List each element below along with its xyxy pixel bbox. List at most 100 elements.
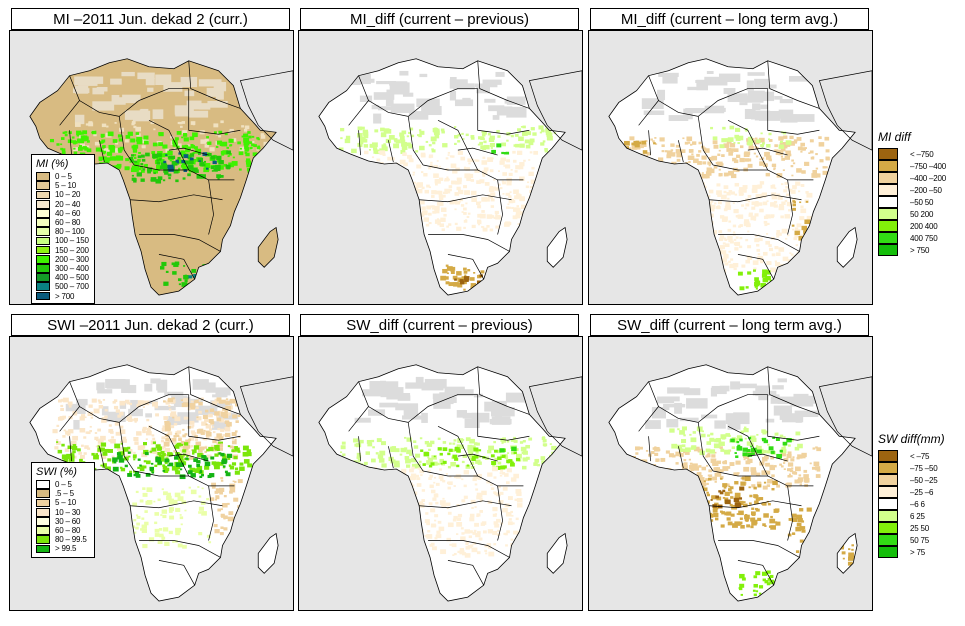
data-pixel (733, 238, 737, 241)
data-pixel (247, 463, 253, 468)
data-pixel (711, 454, 716, 458)
data-pixel (697, 448, 703, 453)
data-pixel (237, 479, 243, 484)
data-pixel (142, 492, 148, 497)
data-pixel (724, 243, 730, 247)
data-pixel (774, 260, 777, 263)
country-border (188, 60, 241, 109)
data-pixel (251, 141, 255, 144)
data-pixel (180, 440, 185, 445)
data-pixel (433, 493, 439, 498)
data-pixel (492, 464, 496, 467)
data-pixel (697, 243, 704, 248)
data-pixel (172, 271, 177, 275)
data-pixel (256, 148, 259, 151)
data-pixel (406, 460, 409, 463)
no-data-patch (662, 75, 678, 84)
data-pixel (711, 155, 718, 161)
data-pixel (133, 154, 137, 157)
country-border (130, 500, 223, 509)
data-pixel (709, 237, 714, 242)
data-pixel (718, 490, 722, 493)
legend-label: –75 –50 (910, 463, 938, 473)
data-pixel (525, 205, 531, 209)
data-pixel (399, 159, 406, 165)
data-pixel (55, 439, 59, 441)
data-pixel (466, 215, 470, 218)
data-pixel (641, 171, 645, 174)
data-pixel (246, 168, 251, 171)
data-pixel (689, 143, 693, 146)
data-pixel (400, 205, 405, 208)
legend-label: 5 – 10 (55, 498, 77, 508)
data-pixel (482, 227, 488, 232)
no-data-patch (754, 78, 770, 89)
data-pixel (190, 121, 196, 125)
data-pixel (179, 474, 186, 480)
data-pixel (431, 149, 436, 153)
data-pixel (787, 444, 791, 447)
data-pixel (749, 494, 753, 498)
data-pixel (431, 455, 437, 460)
legend-label: –6 6 (910, 499, 925, 509)
data-pixel (768, 525, 772, 528)
data-pixel (200, 139, 207, 144)
data-pixel (168, 177, 171, 180)
data-pixel (764, 151, 770, 157)
data-pixel (528, 437, 533, 441)
data-pixel (751, 188, 758, 194)
data-pixel (774, 144, 778, 148)
data-pixel (434, 219, 441, 224)
data-pixel (462, 280, 467, 285)
no-data-patch (424, 378, 447, 389)
data-pixel (470, 190, 477, 196)
data-pixel (745, 286, 749, 289)
data-pixel (448, 481, 453, 485)
data-pixel (796, 560, 801, 564)
data-pixel (774, 262, 781, 267)
data-pixel (708, 469, 713, 473)
data-pixel (661, 469, 666, 474)
data-pixel (693, 158, 699, 164)
data-pixel (172, 540, 175, 543)
data-pixel (220, 399, 226, 404)
country-border (158, 560, 195, 586)
data-pixel (503, 151, 507, 155)
data-pixel (692, 197, 698, 202)
data-pixel (722, 496, 726, 499)
data-pixel (736, 503, 741, 507)
data-pixel (197, 448, 203, 453)
data-pixel (125, 158, 129, 162)
data-pixel (486, 543, 492, 547)
data-pixel (513, 439, 518, 443)
country-border (148, 120, 235, 181)
no-data-patch (657, 89, 666, 101)
data-pixel (156, 159, 159, 162)
data-pixel (491, 157, 494, 160)
data-pixel (199, 471, 203, 474)
data-pixel (79, 427, 86, 433)
data-pixel (190, 405, 196, 410)
data-pixel (722, 126, 726, 130)
data-pixel (454, 446, 459, 450)
legend-item: 0 – 5 (36, 480, 90, 489)
data-pixel (181, 145, 187, 149)
data-pixel (147, 170, 151, 174)
data-pixel (178, 159, 184, 164)
data-pixel (712, 140, 718, 145)
no-data-patch (666, 418, 679, 428)
data-pixel (723, 185, 729, 190)
data-pixel (379, 491, 382, 494)
data-pixel (228, 162, 234, 168)
data-pixel (744, 476, 751, 482)
data-pixel (165, 148, 171, 153)
data-pixel (189, 456, 194, 460)
data-pixel (82, 130, 88, 135)
legend-swatch (878, 232, 898, 244)
data-pixel (548, 458, 553, 463)
data-pixel (726, 192, 731, 196)
data-pixel (168, 405, 171, 408)
data-pixel (690, 225, 697, 230)
africa-map-svg (318, 364, 582, 602)
data-pixel (709, 243, 716, 248)
